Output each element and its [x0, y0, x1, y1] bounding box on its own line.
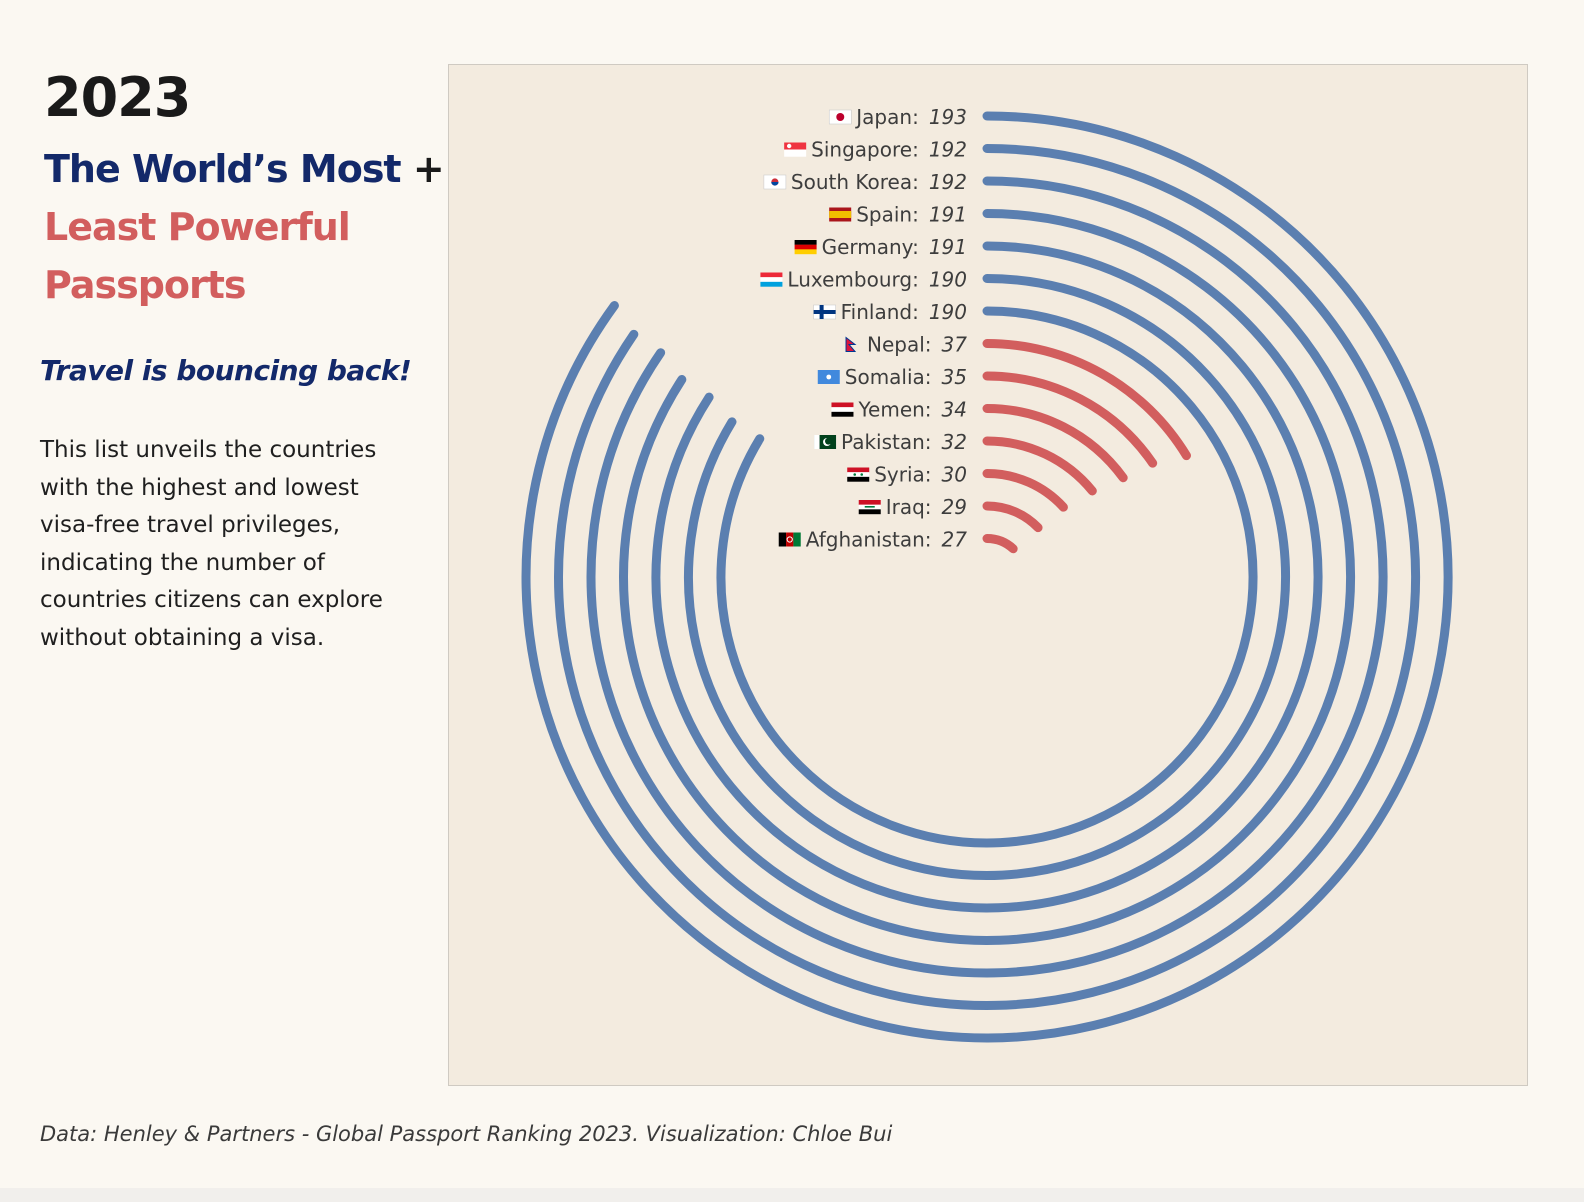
- year-heading: 2023: [44, 66, 191, 129]
- country-label-somalia: Somalia:: [845, 365, 932, 389]
- flag-sy-icon: [847, 467, 870, 482]
- value-label-pakistan: 32: [942, 430, 967, 454]
- country-label-singapore: Singapore:: [811, 138, 919, 162]
- arc-spain: [619, 209, 1355, 945]
- value-label-finland: 190: [929, 300, 967, 324]
- arc-japan: [521, 111, 1453, 1043]
- value-label-nepal: 37: [942, 333, 968, 357]
- title-least: Least Powerful Passports: [44, 205, 351, 307]
- arc-singapore: [554, 144, 1420, 1010]
- country-label-syria: Syria:: [874, 463, 931, 487]
- flag-pk-icon: [814, 435, 837, 449]
- country-label-south-korea: South Korea:: [791, 170, 919, 194]
- country-label-luxembourg: Luxembourg:: [787, 268, 918, 292]
- flag-jp-icon: [828, 109, 852, 125]
- flag-sg-icon: [784, 142, 807, 157]
- flag-lu-icon: [760, 272, 783, 287]
- page-title: The World’s Most + Least Powerful Passpo…: [44, 140, 445, 314]
- country-label-japan: Japan:: [854, 105, 919, 129]
- country-label-pakistan: Pakistan:: [841, 430, 932, 454]
- value-label-spain: 191: [929, 203, 967, 227]
- source-credit: Data: Henley & Partners - Global Passpor…: [40, 1122, 893, 1146]
- flag-af-icon: [778, 532, 801, 547]
- arc-germany: [651, 241, 1323, 913]
- flag-es-icon: [829, 207, 852, 222]
- value-label-somalia: 35: [942, 365, 967, 389]
- value-label-iraq: 29: [942, 495, 967, 519]
- arc-pakistan: [982, 436, 1097, 496]
- arc-syria: [982, 469, 1068, 512]
- arc-nepal: [982, 339, 1191, 461]
- value-label-south-korea: 192: [929, 170, 967, 194]
- description: This list unveils the countries with the…: [40, 437, 383, 651]
- flag-np-icon: [845, 336, 857, 352]
- flag-ye-icon: [831, 402, 854, 417]
- arc-yemen: [982, 404, 1128, 483]
- arc-iraq: [982, 501, 1043, 533]
- value-label-germany: 191: [929, 235, 967, 259]
- value-label-yemen: 34: [942, 398, 967, 422]
- country-label-afghanistan: Afghanistan:: [806, 528, 932, 552]
- country-label-iraq: Iraq:: [886, 495, 932, 519]
- value-label-luxembourg: 190: [929, 268, 967, 292]
- subtitle: Travel is bouncing back!: [40, 354, 412, 387]
- chart-panel: 193 Japan: 192 Singapore: 192 South Korea: 191…: [448, 64, 1528, 1086]
- flag-kr-icon: [763, 174, 787, 190]
- arc-finland: [716, 306, 1258, 848]
- flag-de-icon: [794, 240, 817, 255]
- flag-iq-icon: [858, 500, 881, 515]
- arc-afghanistan: [982, 534, 1018, 554]
- flag-so-icon: [817, 370, 840, 384]
- country-label-nepal: Nepal:: [867, 333, 932, 357]
- bottom-strip: [0, 1188, 1584, 1202]
- country-label-yemen: Yemen:: [857, 398, 931, 422]
- flag-fi-icon: [813, 304, 836, 320]
- country-label-finland: Finland:: [841, 300, 919, 324]
- arc-luxembourg: [684, 274, 1290, 880]
- country-label-spain: Spain:: [856, 203, 919, 227]
- arc-south-korea: [586, 176, 1388, 978]
- country-label-germany: Germany:: [822, 235, 919, 259]
- value-label-singapore: 192: [929, 138, 967, 162]
- title-most: The World’s Most: [44, 147, 402, 191]
- title-plus: +: [412, 147, 445, 191]
- value-label-afghanistan: 27: [942, 528, 968, 552]
- value-label-japan: 193: [929, 105, 967, 129]
- value-label-syria: 30: [942, 463, 967, 487]
- radial-bar-chart: 193 Japan: 192 Singapore: 192 South Korea: 191…: [521, 105, 1453, 1043]
- arc-somalia: [982, 371, 1158, 468]
